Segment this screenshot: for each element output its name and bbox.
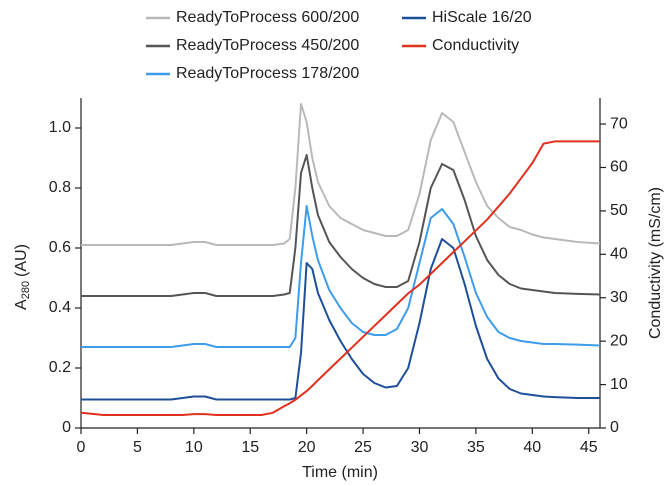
y-tick-label: 0.2	[49, 359, 71, 376]
y-label-main: A	[13, 299, 30, 310]
y-tick-label: 0.8	[49, 179, 71, 196]
x-tick-label: 35	[467, 439, 485, 456]
series-line	[80, 140, 600, 416]
y-tick-label: 0.6	[49, 239, 71, 256]
x-tick-label: 20	[298, 439, 316, 456]
legend-label: ReadyToProcess 600/200	[176, 9, 359, 26]
x-tick-label: 45	[580, 439, 598, 456]
legend-label: HiScale 16/20	[432, 9, 532, 26]
legend-label: Conductivity	[432, 37, 519, 54]
y2-tick-label: 0	[610, 419, 619, 436]
y2-tick-label: 30	[610, 289, 628, 306]
y2-tick-label: 40	[610, 246, 628, 263]
y-label-sub: 280	[20, 281, 32, 299]
x-tick-label: 40	[523, 439, 541, 456]
y-tick-label: 1.0	[49, 119, 71, 136]
y2-tick-label: 10	[610, 376, 628, 393]
x-tick-label: 10	[185, 439, 203, 456]
y-axis-label: A280 (AU)	[13, 244, 32, 310]
series-line	[81, 103, 601, 246]
y2-tick-label: 60	[610, 159, 628, 176]
y-label-unit: (AU)	[13, 244, 30, 277]
y2-tick-label: 70	[610, 115, 628, 132]
y-tick-label: 0.4	[49, 299, 71, 316]
series-line	[81, 205, 601, 348]
y2-axis-label: Conductivity (mS/cm)	[647, 187, 664, 339]
series-line	[81, 154, 601, 297]
x-tick-label: 25	[354, 439, 372, 456]
x-tick-label: 5	[133, 439, 142, 456]
x-axis-label: Time (min)	[302, 464, 378, 481]
legend-label: ReadyToProcess 178/200	[176, 65, 359, 82]
x-tick-label: 30	[411, 439, 429, 456]
x-tick-label: 15	[241, 439, 259, 456]
series-line	[81, 238, 600, 401]
legend-label: ReadyToProcess 450/200	[176, 37, 359, 54]
x-tick-label: 0	[77, 439, 86, 456]
y2-tick-label: 50	[610, 202, 628, 219]
y-tick-label: 0	[62, 419, 71, 436]
y2-tick-label: 20	[610, 332, 628, 349]
